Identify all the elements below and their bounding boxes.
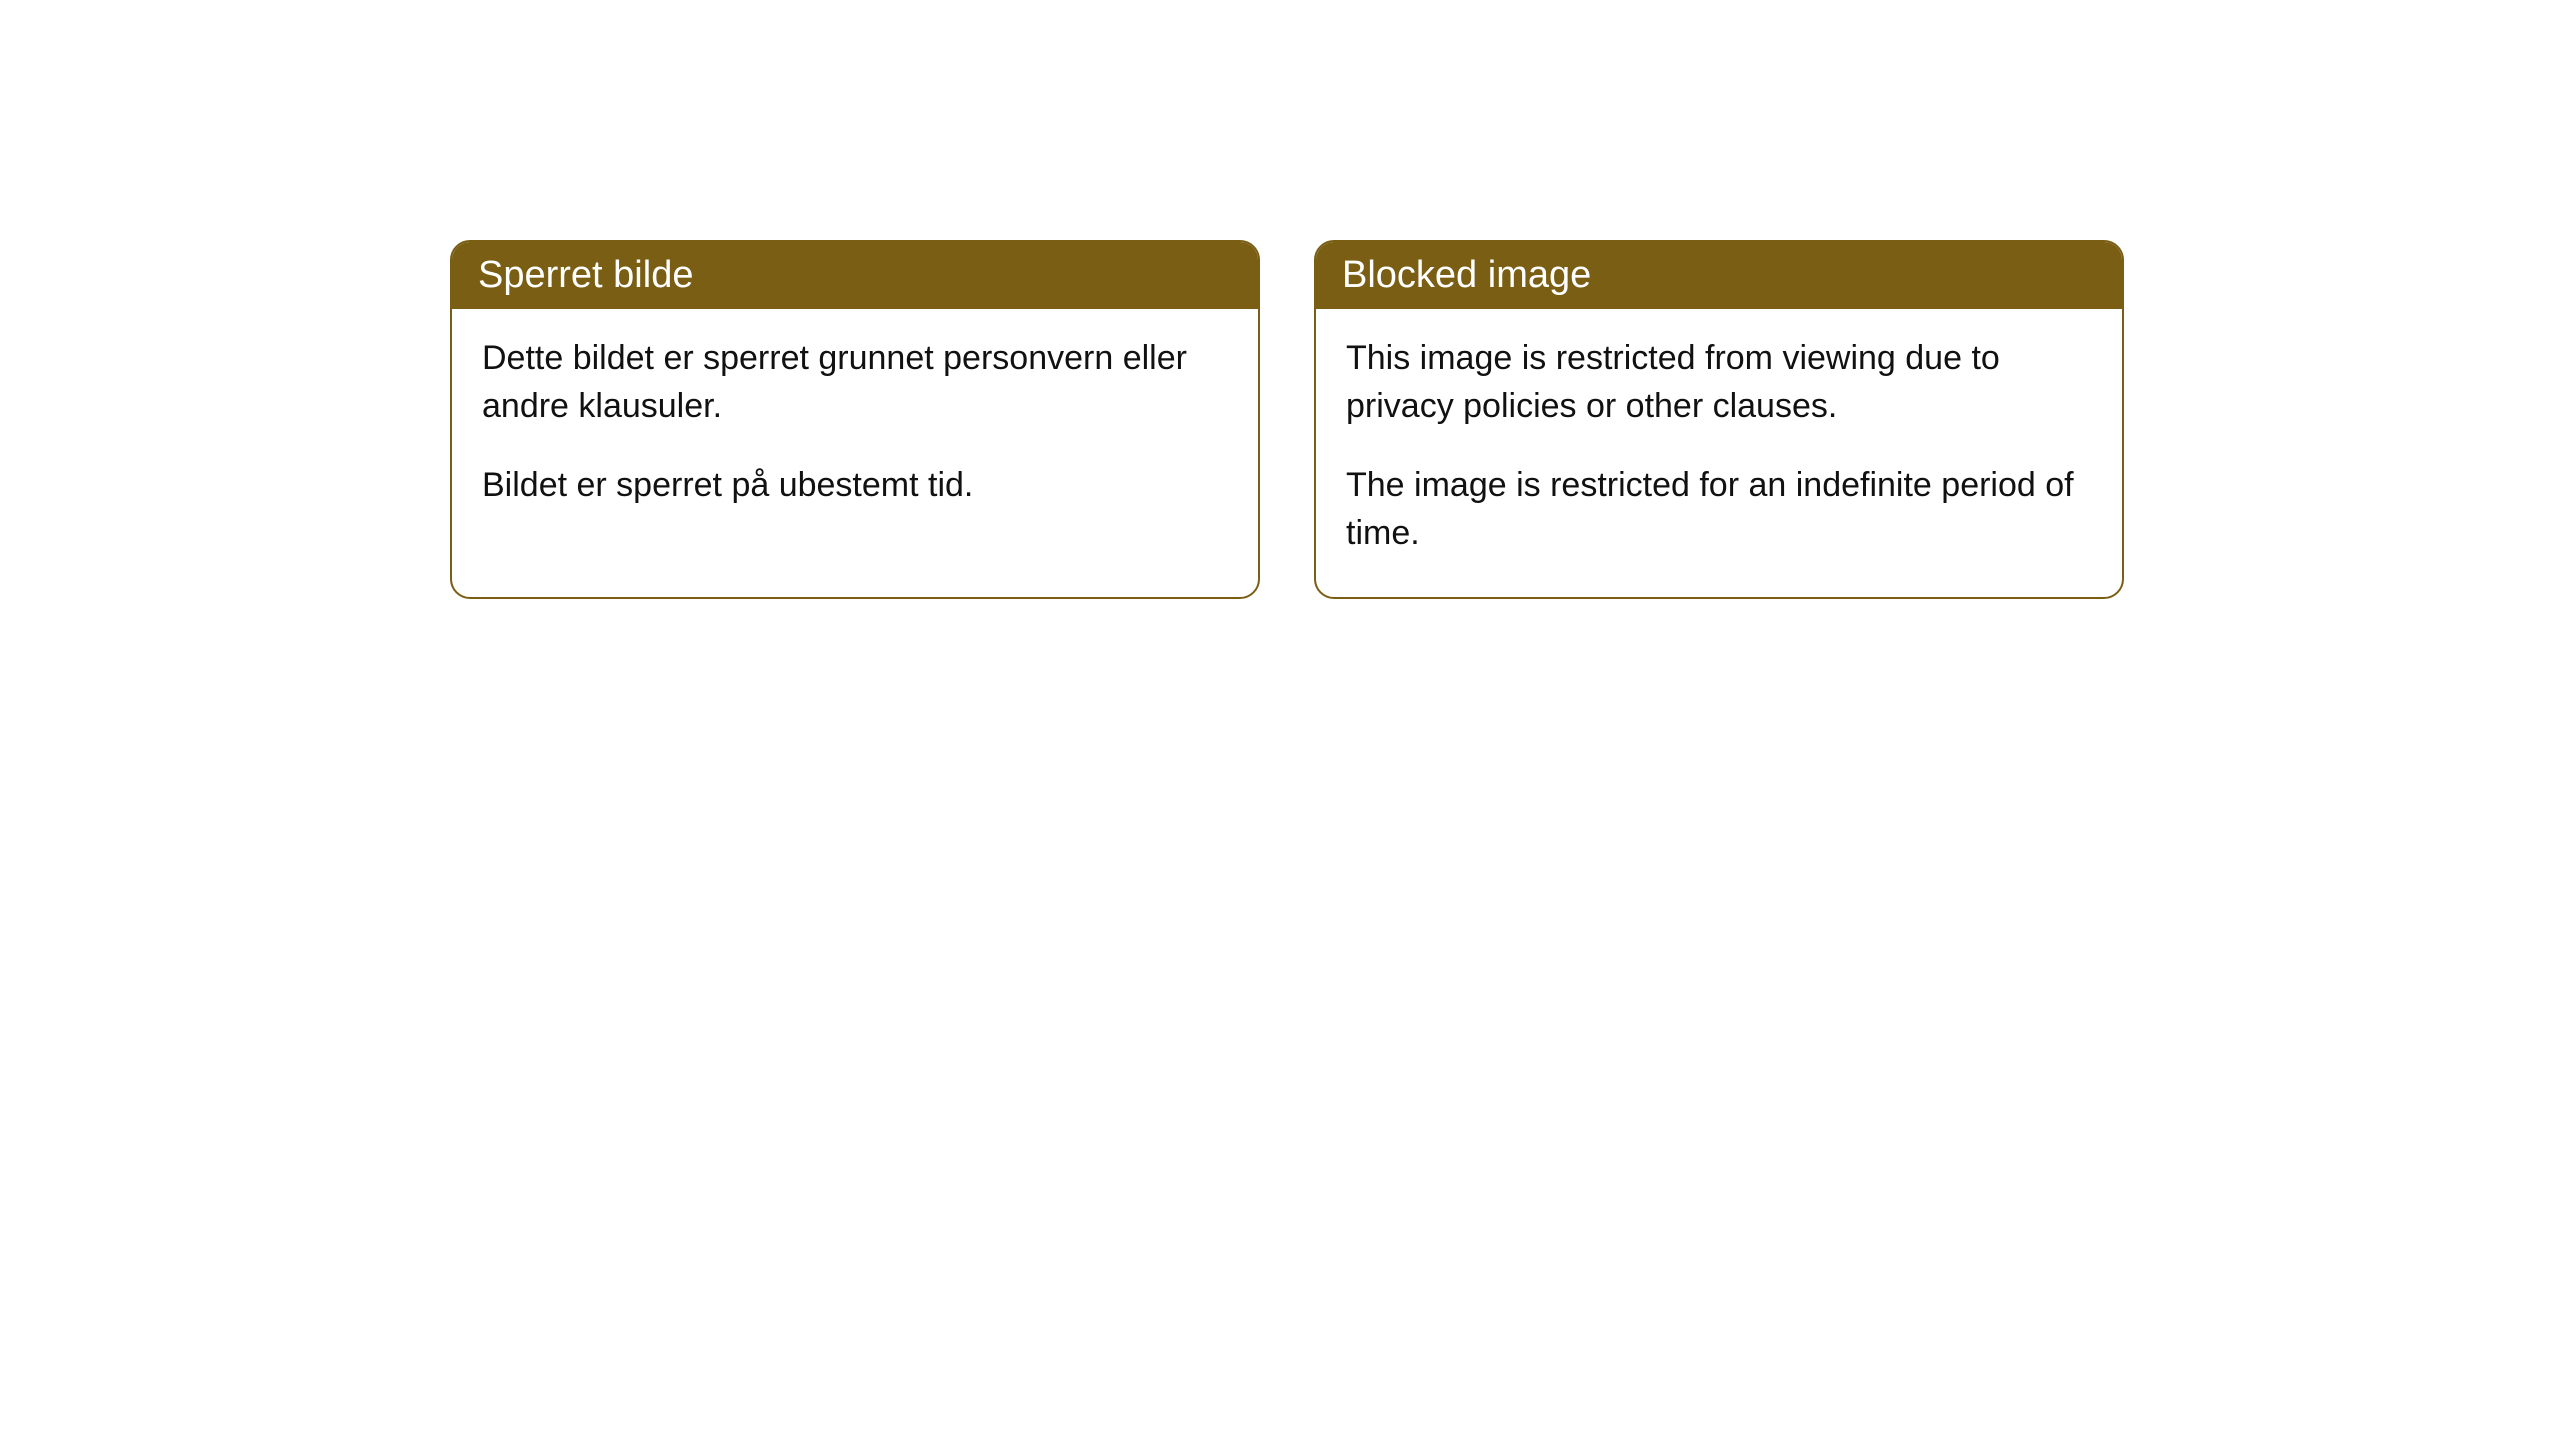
card-paragraph-1: This image is restricted from viewing du… (1346, 335, 2092, 430)
card-paragraph-2: The image is restricted for an indefinit… (1346, 462, 2092, 557)
card-paragraph-1: Dette bildet er sperret grunnet personve… (482, 335, 1228, 430)
blocked-image-card-norwegian: Sperret bilde Dette bildet er sperret gr… (450, 240, 1260, 599)
card-title: Sperret bilde (478, 254, 693, 296)
card-paragraph-2: Bildet er sperret på ubestemt tid. (482, 462, 1228, 510)
notice-cards-container: Sperret bilde Dette bildet er sperret gr… (450, 240, 2124, 599)
card-body-english: This image is restricted from viewing du… (1316, 309, 2122, 597)
card-header-english: Blocked image (1316, 242, 2122, 309)
blocked-image-card-english: Blocked image This image is restricted f… (1314, 240, 2124, 599)
card-title: Blocked image (1342, 254, 1591, 296)
card-body-norwegian: Dette bildet er sperret grunnet personve… (452, 309, 1258, 550)
card-header-norwegian: Sperret bilde (452, 242, 1258, 309)
